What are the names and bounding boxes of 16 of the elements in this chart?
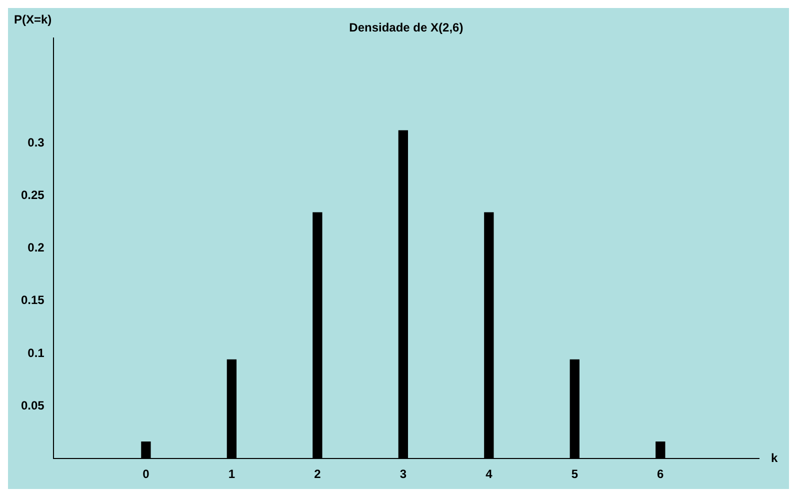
x-tick-label: 0 (142, 467, 150, 482)
y-tick-label: 0.25 (20, 188, 45, 202)
x-tick-label: 2 (314, 467, 322, 482)
x-tick-label: 1 (228, 467, 236, 482)
y-axis-title: P(X=k) (14, 12, 52, 26)
x-tick-label: 5 (571, 467, 578, 482)
x-tick-label: 3 (400, 467, 407, 482)
y-tick-label: 0.1 (28, 346, 45, 360)
x-axis-title: k (771, 450, 778, 465)
y-tick-label: 0.05 (20, 398, 45, 412)
y-tick-label: 0.2 (28, 240, 45, 255)
chart-title: Densidade de X(2,6) (349, 20, 464, 34)
y-tick-label: 0.15 (20, 293, 45, 308)
y-tick-label: 0.3 (28, 135, 45, 150)
x-tick-label: 6 (657, 467, 664, 482)
x-tick-label: 4 (486, 467, 493, 482)
